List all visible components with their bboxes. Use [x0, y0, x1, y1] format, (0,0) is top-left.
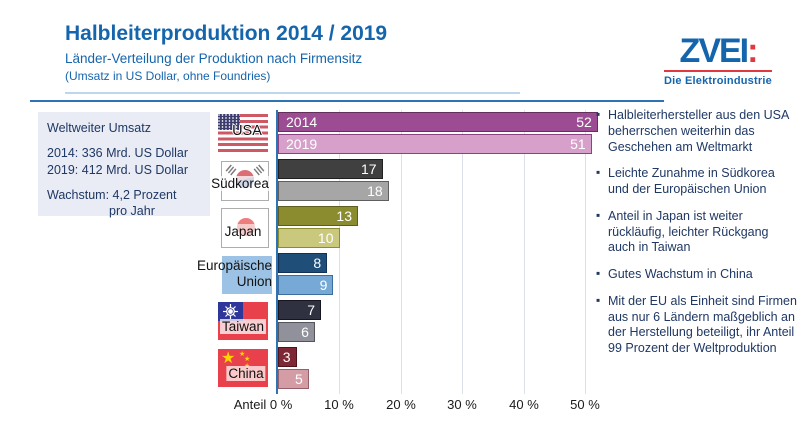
x-tick-30: 30 %: [447, 397, 477, 412]
bar-group-taiwan: 7 6: [278, 300, 322, 344]
logo-colon: :: [747, 32, 758, 70]
category-label-china: China: [226, 366, 266, 381]
gridline-40: [524, 110, 525, 394]
series-label-2014: 2014: [286, 114, 318, 130]
bar-group-japan: 13 10: [278, 206, 358, 250]
gridline-10: [339, 110, 340, 394]
bullet-item: Leichte Zunahme in Südkorea und der Euro…: [596, 165, 798, 198]
category-label-japan: Japan: [223, 224, 263, 239]
bar-value: 17: [361, 161, 377, 177]
info-growth-2: pro Jahr: [109, 204, 155, 218]
bar-usa-2019: 2019 51: [278, 134, 592, 154]
info-2014: 2014: 336 Mrd. US Dollar: [47, 146, 189, 161]
logo-wordmark-text: ZVEI: [679, 32, 750, 70]
bar-value: 3: [282, 349, 291, 365]
bar-group-usa: 2014 52 2019 51: [278, 112, 598, 156]
bar-value: 8: [313, 255, 322, 271]
gridline-20: [401, 110, 402, 394]
bar-eu-2019: 9: [278, 275, 334, 295]
bar-japan-2014: 13: [278, 206, 358, 226]
bar-value: 5: [295, 371, 303, 387]
category-label-suedkorea: Südkorea: [210, 176, 270, 191]
gridline-30: [462, 110, 463, 394]
bar-group-eu: 8 9: [278, 253, 334, 297]
bar-group-china: 3 5: [278, 347, 309, 391]
category-label-eu: Europäische Union: [196, 258, 272, 290]
commentary-list: Halbleiterhersteller aus den USA beherrs…: [596, 107, 798, 368]
logo-red-rule: [664, 70, 772, 72]
bullet-item: Halbleiterhersteller aus den USA beherrs…: [596, 107, 798, 155]
x-tick-50: 50 %: [570, 397, 600, 412]
bar-group-suedkorea: 17 18: [278, 159, 389, 203]
bar-usa-2014: 2014 52: [278, 112, 598, 132]
info-growth: Wachstum: 4,2 Prozent: [47, 187, 177, 202]
bar-value: 18: [367, 183, 383, 199]
taiwan-sun-icon: [223, 304, 238, 319]
page-title: Halbleiterproduktion 2014 / 2019: [65, 22, 388, 45]
usa-flag-canton: [218, 114, 240, 130]
china-big-star-icon: ★: [221, 350, 236, 367]
header-rule-light: [65, 92, 520, 94]
zvei-logo: ZVEI: Die Elektroindustrie: [664, 34, 772, 87]
usa-flag-icon: [218, 114, 268, 152]
bar-value: 7: [307, 302, 316, 318]
bar-value: 51: [570, 136, 586, 152]
bar-taiwan-2019: 6: [278, 322, 315, 342]
page-note: (Umsatz in US Dollar, ohne Foundries): [65, 69, 271, 83]
logo-tagline: Die Elektroindustrie: [664, 75, 772, 87]
taiwan-canton: [218, 302, 243, 321]
eu-label-box: [222, 256, 272, 294]
category-label-usa: USA: [232, 123, 262, 139]
x-tick-10: 10 %: [324, 397, 354, 412]
bullet-item: Gutes Wachstum in China: [596, 266, 798, 283]
gridline-50: [585, 110, 586, 394]
bullet-item: Mit der EU als Einheit sind Firmen aus n…: [596, 293, 798, 357]
x-tick-0: Anteil 0 %: [233, 397, 293, 412]
bar-japan-2019: 10: [278, 228, 340, 248]
logo-wordmark: ZVEI:: [664, 34, 772, 68]
series-label-2019: 2019: [286, 136, 318, 152]
bar-value: 6: [301, 324, 309, 340]
bar-eu-2014: 8: [278, 253, 328, 273]
info-2019: 2019: 412 Mrd. US Dollar: [47, 162, 189, 177]
info-heading: Weltweiter Umsatz: [47, 121, 151, 135]
bullet-item: Anteil in Japan ist weiter rückläufig, l…: [596, 208, 798, 256]
x-tick-20: 20 %: [386, 397, 416, 412]
header-rule: [30, 100, 664, 102]
bar-china-2014: 3: [278, 347, 297, 367]
bar-suedkorea-2019: 18: [278, 181, 389, 201]
bar-value: 9: [319, 277, 328, 293]
bar-taiwan-2014: 7: [278, 300, 322, 320]
bar-value: 52: [576, 114, 592, 130]
china-small-star-icon: ★: [244, 356, 251, 363]
bar-china-2019: 5: [278, 369, 309, 389]
bar-suedkorea-2014: 17: [278, 159, 383, 179]
world-revenue-info-box: Weltweiter Umsatz 2014: 336 Mrd. US Doll…: [38, 112, 210, 218]
y-axis-line: [276, 110, 278, 394]
bar-value: 13: [336, 208, 352, 224]
x-tick-40: 40 %: [509, 397, 539, 412]
bar-value: 10: [317, 230, 334, 246]
page-subtitle: Länder-Verteilung der Produktion nach Fi…: [65, 51, 363, 66]
china-small-star-icon: ★: [239, 351, 246, 358]
category-label-taiwan: Taiwan: [219, 319, 267, 334]
